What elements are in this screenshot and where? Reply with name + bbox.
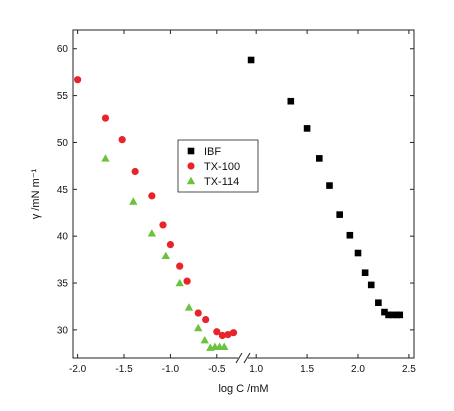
tx-114-point: [147, 229, 157, 237]
tx-100-point: [101, 114, 110, 122]
axis-break-gap: [238, 352, 248, 364]
x-tick-label: 2.0: [351, 364, 365, 375]
ibf-point: [375, 299, 382, 307]
tx-114-point: [129, 197, 138, 205]
y-tick-label: 45: [57, 185, 69, 196]
ibf-point: [354, 249, 362, 257]
x-tick-label: 1.5: [300, 364, 314, 375]
ibf-point: [303, 125, 311, 132]
tx-100-point: [224, 330, 232, 339]
tx-114-point: [161, 251, 170, 260]
axis-break-mark: [243, 352, 251, 364]
legend-marker-tx-100: [187, 162, 195, 170]
tx-114-point: [101, 154, 110, 162]
legend-marker-ibf: [187, 147, 195, 155]
ibf-point: [346, 231, 354, 239]
tx-100-point: [74, 76, 82, 84]
ibf-point: [247, 56, 255, 64]
y-tick-label: 55: [57, 91, 69, 102]
x-tick-label: 2.5: [402, 364, 416, 375]
tx-100-point: [118, 136, 126, 144]
ibf-point: [367, 281, 375, 289]
tx-100-point: [194, 309, 202, 317]
tx-114-point: [194, 323, 203, 332]
ibf-point: [316, 155, 323, 162]
x-tick-label: -0.5: [208, 364, 226, 375]
tx-100-point: [213, 328, 221, 336]
tx-114-point: [200, 335, 209, 344]
ibf-point: [336, 211, 343, 218]
tx-100-point: [218, 331, 226, 340]
legend-label-ibf: IBF: [204, 146, 221, 158]
legend-label-tx-114: TX-114: [204, 176, 239, 188]
tx-114-point: [220, 342, 229, 350]
legend-label-tx-100: TX-100: [204, 161, 240, 173]
ibf-point: [361, 269, 369, 277]
x-tick-label: -1.0: [162, 364, 180, 375]
tx-114-point: [184, 303, 194, 311]
y-tick-label: 50: [57, 138, 69, 149]
tx-100-point: [166, 241, 175, 249]
y-tick-label: 30: [57, 325, 69, 336]
x-tick-label: 1.0: [249, 364, 263, 375]
ibf-point: [396, 311, 404, 319]
tx-100-point: [202, 315, 210, 324]
tx-100-point: [131, 167, 139, 176]
axis-break-mark: [235, 352, 243, 364]
ibf-point: [385, 311, 392, 319]
plot-frame: [72, 29, 415, 359]
x-axis-title: log C /mM: [218, 383, 268, 395]
tx-100-point: [159, 221, 167, 229]
ibf-point: [326, 182, 333, 189]
tx-100-point: [183, 277, 191, 285]
tx-114-point: [175, 278, 184, 287]
ibf-point: [287, 97, 295, 105]
x-tick-label: -1.5: [115, 364, 133, 375]
ibf-point: [381, 308, 388, 316]
y-tick-label: 40: [57, 232, 69, 243]
tx-100-point: [229, 329, 238, 337]
ibf-point: [389, 311, 396, 319]
y-axis-title: γ /mN m⁻¹: [30, 168, 42, 219]
y-tick-label: 35: [57, 279, 69, 290]
tx-100-point: [176, 262, 184, 270]
legend-marker-tx-114: [186, 176, 196, 185]
y-tick-label: 60: [57, 44, 69, 55]
x-tick-label: -2.0: [69, 364, 87, 375]
tx-100-point: [148, 192, 156, 200]
